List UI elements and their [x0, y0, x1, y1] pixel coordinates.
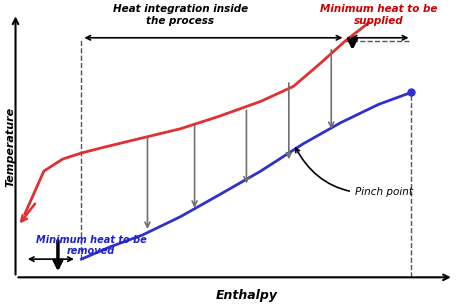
Text: Enthalpy: Enthalpy: [215, 289, 277, 302]
Text: Heat integration inside
the process: Heat integration inside the process: [113, 4, 248, 26]
Text: Pinch point: Pinch point: [296, 148, 413, 197]
Text: Minimum heat to be
supplied: Minimum heat to be supplied: [319, 4, 437, 26]
Text: Temperature: Temperature: [5, 107, 15, 187]
Text: Minimum heat to be
removed: Minimum heat to be removed: [36, 235, 146, 256]
